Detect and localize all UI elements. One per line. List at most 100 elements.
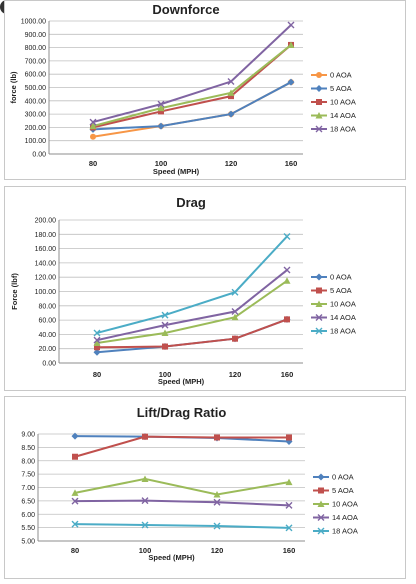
data-point [157, 104, 165, 112]
downforce-chart: Downforce 0.00 100.00 200.00 300.00 400.00 500… [4, 0, 406, 180]
data-point [158, 108, 164, 115]
legend-marker [315, 112, 323, 119]
x-axis-label: Speed (MPH) [158, 377, 205, 386]
series-line [92, 44, 292, 128]
y-tick-label: 20.00 [38, 346, 56, 353]
x-tick-label: 100 [139, 546, 152, 555]
x-tick-label: 120 [211, 546, 224, 555]
data-point [287, 78, 295, 86]
y-axis-label: force (lb) [9, 71, 18, 104]
chart-title: Drag [176, 195, 206, 210]
y-tick-label: 180.00 [35, 232, 57, 239]
series-line [96, 235, 288, 334]
y-tick-label: 6.00 [21, 512, 35, 519]
data-point [141, 521, 149, 529]
downforce-chart-svg: Downforce 0.00 100.00 200.00 300.00 400.00 500… [9, 2, 356, 176]
data-point [232, 335, 238, 342]
x-tick-label: 80 [93, 370, 101, 379]
y-tick-label: 0.00 [42, 361, 56, 368]
y-tick-label: 9.00 [21, 432, 35, 439]
data-point [231, 288, 239, 296]
series-line [74, 523, 290, 529]
legend-label: 18 AOA [332, 527, 358, 536]
y-tick-label: 100.00 [35, 289, 57, 296]
x-axis-label: Speed (MPH) [148, 553, 195, 562]
series-line [96, 279, 288, 344]
data-point [161, 329, 169, 336]
data-point [71, 432, 79, 440]
data-point [93, 339, 101, 346]
chart-title: Downforce [152, 2, 219, 17]
data-point [231, 308, 239, 316]
legend-marker [317, 500, 325, 507]
drag-chart-svg: Drag 0.00 20.00 40.00 60.00 80.00 100.00 120.00… [10, 195, 356, 386]
lift-drag-ratio-chart-svg: Lift/Drag Ratio 5.00 5.50 6.00 6.50 7.00 7.50 8… [21, 405, 358, 562]
data-point [94, 344, 100, 351]
series-line [92, 44, 292, 129]
y-tick-label: 8.50 [21, 445, 35, 452]
x-tick-label: 100 [159, 370, 172, 379]
data-point [157, 122, 165, 130]
series-line [74, 477, 290, 496]
y-tick-label: 40.00 [38, 332, 56, 339]
y-tick-label: 140.00 [35, 260, 57, 267]
y-tick-label: 8.00 [21, 458, 35, 465]
series-line [96, 318, 288, 349]
y-tick-label: 200.00 [25, 125, 47, 132]
legend-marker [315, 125, 323, 133]
legend-label: 14 AOA [332, 513, 358, 522]
y-axis-label: Force (lbf) [10, 273, 19, 310]
series-line [74, 435, 289, 458]
data-point [283, 277, 291, 284]
legend-marker [317, 527, 325, 535]
data-point [142, 433, 148, 440]
legend-label: 10 AOA [330, 300, 356, 309]
data-point [213, 490, 221, 498]
data-point [141, 475, 149, 482]
legend-label: 14 AOA [330, 111, 356, 120]
x-tick-label: 120 [225, 159, 238, 168]
data-point [228, 93, 234, 100]
data-point [90, 133, 96, 140]
data-point [285, 437, 293, 445]
data-point [161, 311, 169, 319]
legend-label: 18 AOA [330, 327, 356, 336]
legend-label: 0 AOA [330, 273, 352, 282]
y-tick-label: 5.50 [21, 525, 35, 532]
legend-label: 10 AOA [332, 500, 358, 509]
x-tick-label: 160 [285, 159, 298, 168]
data-point [71, 520, 79, 528]
data-point [93, 348, 101, 356]
data-point [285, 524, 293, 532]
series-line [92, 81, 292, 131]
y-tick-label: 900.00 [25, 32, 47, 39]
drag-chart: Drag 0.00 20.00 40.00 60.00 80.00 100.00 120.00… [4, 186, 406, 391]
data-point [141, 497, 149, 505]
legend-marker [315, 85, 323, 92]
legend-label: 0 AOA [332, 473, 354, 482]
data-point [71, 489, 79, 496]
legend-marker [318, 487, 324, 494]
legend-label: 10 AOA [330, 98, 356, 107]
data-point [89, 122, 97, 130]
y-tick-label: 60.00 [38, 318, 56, 325]
y-tick-label: 0.00 [32, 152, 46, 159]
chart-title: Lift/Drag Ratio [137, 405, 227, 420]
y-tick-label: 600.00 [25, 72, 47, 79]
data-point [157, 100, 165, 108]
y-tick-label: 6.50 [21, 498, 35, 505]
legend-marker [315, 273, 323, 281]
x-tick-label: 80 [89, 159, 97, 168]
data-point [89, 118, 97, 126]
series-line [96, 269, 288, 342]
legend-marker [316, 72, 322, 78]
y-tick-label: 7.00 [21, 485, 35, 492]
y-tick-label: 800.00 [25, 45, 47, 52]
data-point [213, 522, 221, 530]
data-point [231, 313, 239, 321]
legend-marker [317, 514, 325, 521]
y-tick-label: 700.00 [25, 58, 47, 65]
x-tick-label: 80 [71, 546, 79, 555]
legend-label: 5 AOA [330, 286, 352, 295]
data-point [227, 78, 235, 86]
